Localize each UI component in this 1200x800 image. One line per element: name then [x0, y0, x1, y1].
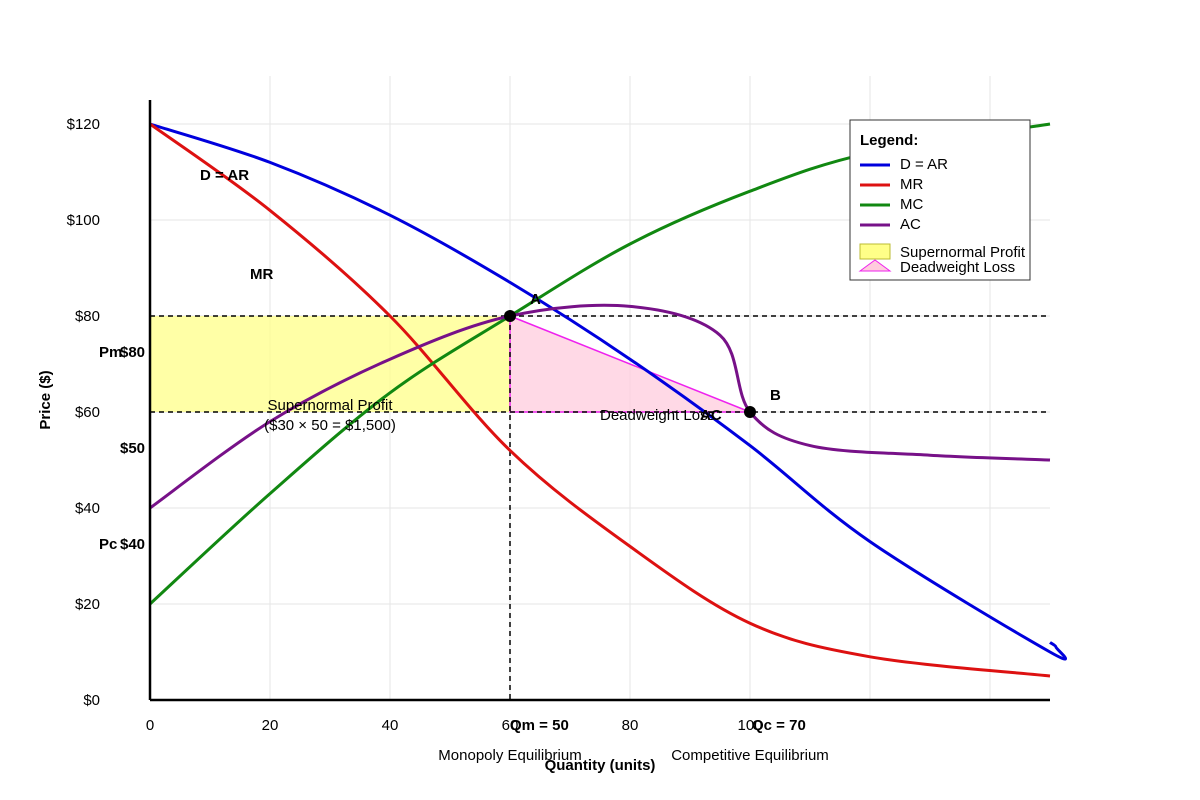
legend-label-mc: MC [900, 196, 923, 213]
profit-calc: ($30 × 50 = $1,500) [264, 417, 396, 434]
point-a-label: A [530, 291, 541, 308]
y-tick-label: $120 [67, 116, 100, 133]
tick-labels: 0 20 40 60 80 100 $0 $20 $40 $60 $80 $100 $120 [67, 116, 763, 734]
legend-label-mr: MR [900, 176, 923, 193]
cost-value: $50 [120, 440, 145, 457]
y-axis-label: Price ($) [37, 370, 54, 429]
series-mr-line [149, 122, 1051, 678]
series-d-ar-line [149, 122, 1067, 661]
y-tick-label: $60 [75, 404, 100, 421]
legend-label-ac: AC [900, 216, 921, 233]
y-tick-label: $100 [67, 212, 100, 229]
y-tick-label: $40 [75, 500, 100, 517]
legend-swatch-supernormal-profit [859, 243, 891, 260]
qc-label: Qc = 70 [752, 717, 806, 734]
pm-value: $80 [120, 344, 145, 361]
x-tick-label: 60 [502, 717, 519, 734]
monopoly-label: Monopoly Equilibrium [438, 747, 581, 764]
axes [148, 100, 1050, 702]
pm-label: Pm [99, 344, 122, 361]
x-axis-label: Quantity (units) [545, 757, 656, 774]
x-tick-label: 20 [262, 717, 279, 734]
y-tick-label: $0 [83, 692, 100, 709]
annotations: D = AR MR AC Pm $80 $50 Pc $40 Supernorm… [37, 167, 829, 774]
x-tick-label: 100 [737, 717, 762, 734]
point-b-label: B [770, 387, 781, 404]
qm-label: Qm = 50 [510, 717, 569, 734]
legend-label-deadweight-loss: Deadweight Loss [900, 259, 1015, 276]
equilibrium-points: AB [504, 291, 781, 418]
legend-label-d-ar: D = AR [900, 156, 948, 173]
series-ac-line [149, 303, 1051, 510]
pc-label: Pc [99, 536, 117, 553]
y-tick-label: $80 [75, 308, 100, 325]
dwl-label: Deadweight Loss [600, 407, 715, 424]
pc-value: $40 [120, 536, 145, 553]
reference-lines [150, 315, 1050, 700]
x-tick-label: 0 [146, 717, 154, 734]
supernormal-profit-region [150, 316, 510, 412]
curve-label-ac: AC [700, 407, 722, 424]
x-tick-label: 80 [622, 717, 639, 734]
curve-label-mr: MR [250, 266, 273, 283]
y-tick-label: $20 [75, 596, 100, 613]
shaded-regions [150, 314, 751, 413]
x-tick-label: 40 [382, 717, 399, 734]
curves [148, 122, 1067, 678]
competitive-label: Competitive Equilibrium [671, 747, 829, 764]
point-a-marker [504, 310, 516, 322]
profit-title: Supernormal Profit [267, 397, 393, 414]
curve-label-d: D = AR [200, 167, 249, 184]
legend-label-supernormal-profit: Supernormal Profit [900, 244, 1026, 261]
point-b-marker [744, 406, 756, 418]
legend: Legend: D = AR MR MC AC Supernormal ProfitDe… [849, 119, 1031, 281]
legend-title: Legend: [860, 132, 918, 149]
legend-swatch-deadweight-loss [858, 259, 892, 272]
